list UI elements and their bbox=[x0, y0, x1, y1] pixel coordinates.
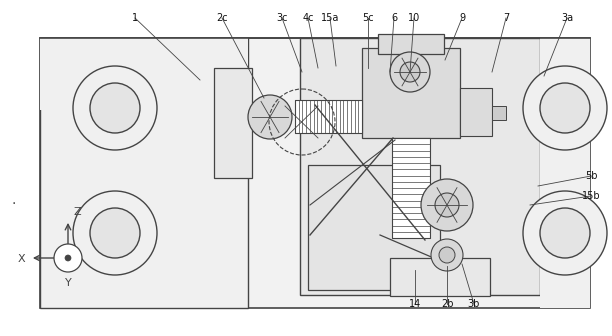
Bar bbox=[362, 48, 460, 138]
Text: 7: 7 bbox=[503, 13, 509, 23]
Text: X: X bbox=[18, 254, 26, 264]
Text: 14: 14 bbox=[409, 299, 421, 309]
Bar bbox=[392, 138, 430, 238]
Bar bbox=[492, 106, 506, 120]
Circle shape bbox=[390, 52, 430, 92]
Text: 3a: 3a bbox=[561, 13, 573, 23]
Text: .: . bbox=[12, 193, 16, 207]
Bar bbox=[295, 100, 362, 133]
Text: 4c: 4c bbox=[302, 13, 314, 23]
Circle shape bbox=[540, 208, 590, 258]
Text: 3b: 3b bbox=[468, 299, 480, 309]
Bar bbox=[40, 38, 248, 308]
Circle shape bbox=[73, 66, 157, 150]
Text: 10: 10 bbox=[408, 13, 420, 23]
Bar bbox=[308, 165, 440, 290]
Circle shape bbox=[523, 66, 607, 150]
Circle shape bbox=[65, 255, 71, 261]
Text: 15a: 15a bbox=[321, 13, 339, 23]
Text: 2b: 2b bbox=[441, 299, 453, 309]
Text: 5b: 5b bbox=[584, 171, 597, 181]
Bar bbox=[40, 38, 248, 110]
Text: 2c: 2c bbox=[216, 13, 228, 23]
Circle shape bbox=[523, 191, 607, 275]
Circle shape bbox=[90, 208, 140, 258]
Text: 5c: 5c bbox=[362, 13, 374, 23]
Circle shape bbox=[540, 83, 590, 133]
Circle shape bbox=[73, 191, 157, 275]
Circle shape bbox=[435, 193, 459, 217]
Text: 3c: 3c bbox=[276, 13, 288, 23]
Bar bbox=[378, 34, 444, 54]
Circle shape bbox=[421, 179, 473, 231]
Circle shape bbox=[400, 62, 420, 82]
Bar bbox=[40, 38, 590, 308]
Text: 9: 9 bbox=[459, 13, 465, 23]
Circle shape bbox=[54, 244, 82, 272]
Text: 6: 6 bbox=[391, 13, 397, 23]
Bar bbox=[460, 88, 492, 136]
Text: Y: Y bbox=[65, 278, 72, 288]
Text: Z: Z bbox=[73, 207, 81, 217]
Bar bbox=[300, 38, 540, 295]
Bar bbox=[390, 258, 490, 296]
Text: 15b: 15b bbox=[581, 191, 600, 201]
Circle shape bbox=[431, 239, 463, 271]
Circle shape bbox=[248, 95, 292, 139]
Circle shape bbox=[439, 247, 455, 263]
Circle shape bbox=[90, 83, 140, 133]
Text: 1: 1 bbox=[132, 13, 138, 23]
Bar bbox=[214, 68, 252, 178]
Bar bbox=[540, 38, 590, 308]
